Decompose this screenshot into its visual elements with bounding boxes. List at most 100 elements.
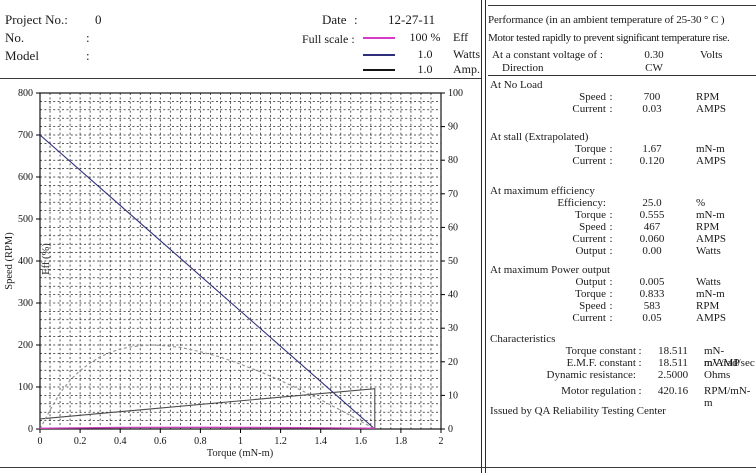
row-value: 0.120 [639, 155, 665, 167]
svg-text:80: 80 [448, 155, 458, 166]
row-colon: : [609, 288, 613, 300]
serial-no-label: No. [5, 30, 25, 45]
row-unit: mN-m [696, 209, 725, 221]
voltage-value: 0.30 [644, 49, 664, 61]
row-label: Speed [579, 300, 606, 312]
direction-label: Direction [502, 62, 544, 74]
table-row: Speed : 467 RPM [488, 221, 756, 233]
svg-text:2: 2 [439, 436, 444, 447]
date-label: Date [322, 12, 347, 27]
row-colon: : [609, 143, 613, 155]
row-label: E.M.F. constant [566, 357, 636, 369]
svg-text:90: 90 [448, 122, 458, 133]
row-colon: : [609, 155, 613, 167]
row-label: Current [572, 155, 606, 167]
svg-text:70: 70 [448, 189, 458, 200]
row-value: 2.5000 [657, 369, 689, 381]
svg-text:100: 100 [18, 382, 33, 393]
table-row: Torque : 1.67 mN-m [488, 143, 756, 155]
svg-text:700: 700 [18, 130, 33, 141]
row-label: Output [575, 245, 606, 257]
legend-watts-unit: Watts [453, 47, 481, 61]
row-colon: : [638, 385, 642, 397]
y-axis-label: Speed (RPM) [4, 232, 15, 290]
voltage-row: At a constant voltage of : 0.30 Volts [488, 49, 756, 62]
row-label: Speed [579, 91, 606, 103]
row-unit: mV/rad/sec [704, 357, 755, 369]
table-row: Current : 0.120 AMPS [488, 155, 756, 167]
table-row: Output : 0.005 Watts [488, 276, 756, 288]
section-heading-no-load: At No Load [490, 79, 543, 91]
row-value: 583 [643, 300, 661, 312]
table-row: Dynamic resistance: 2.5000 Ohms [488, 369, 756, 381]
svg-text:800: 800 [18, 88, 33, 99]
row-unit: AMPS [696, 312, 726, 324]
row-colon [606, 197, 616, 209]
row-value: 420.16 [657, 385, 689, 397]
row-value: 0.00 [642, 245, 662, 257]
watts-line-swatch [363, 53, 395, 56]
row-unit: RPM/mN-m [704, 385, 751, 409]
row-label: Torque [575, 288, 606, 300]
section-heading-max-power: At maximum Power output [490, 264, 611, 276]
row-label: Motor regulation [561, 385, 636, 397]
table-row: Efficiency: 25.0 % [488, 197, 756, 209]
row-value: 0.005 [639, 276, 665, 288]
svg-text:0.4: 0.4 [114, 436, 127, 447]
row-label: Efficiency: [557, 197, 606, 209]
row-colon: : [609, 233, 613, 245]
row-unit: Ohms [704, 369, 731, 381]
row-label: Current [572, 233, 606, 245]
page-bottom-border [0, 467, 756, 468]
row-unit: AMPS [696, 103, 726, 115]
eff-axis-label: Eff (%) [41, 243, 52, 275]
header-separator [0, 78, 481, 79]
svg-text:1: 1 [238, 436, 243, 447]
svg-text:10: 10 [448, 390, 458, 401]
row-value: 0.555 [639, 209, 665, 221]
svg-text:400: 400 [18, 256, 33, 267]
row-colon: : [609, 91, 613, 103]
row-colon: : [609, 221, 613, 233]
eff-line-swatch [363, 36, 395, 39]
section-heading-max-efficiency: At maximum efficiency [490, 185, 595, 197]
voltage-unit: Volts [700, 49, 723, 61]
row-label: Torque [575, 143, 606, 155]
right-panel-top-border [488, 5, 756, 6]
svg-text:1.2: 1.2 [274, 436, 287, 447]
svg-text:40: 40 [448, 290, 458, 301]
svg-text:200: 200 [18, 340, 33, 351]
svg-text:0: 0 [38, 436, 43, 447]
row-label: Dynamic resistance: [546, 369, 637, 381]
table-row: Motor regulation : 420.16 RPM/mN-m [488, 385, 756, 409]
row-unit: Watts [696, 276, 721, 288]
model-colon: : [86, 48, 90, 63]
series-power [39, 426, 375, 429]
row-value: 18.511 [658, 357, 688, 369]
table-row: Speed : 700 RPM [488, 91, 756, 103]
table-row: Torque constant : 18.511 mN-m/AMP [488, 345, 756, 369]
section-heading-characteristics: Characteristics [490, 333, 556, 345]
row-unit: AMPS [696, 155, 726, 167]
row-colon: : [609, 209, 613, 221]
series-current [39, 388, 376, 429]
voltage-label: At a constant voltage of : [492, 49, 603, 61]
model-label: Model [5, 48, 39, 63]
direction-value: CW [645, 62, 663, 74]
row-value: 700 [643, 91, 661, 103]
row-colon: : [638, 357, 642, 369]
row-value: 18.511 [658, 345, 688, 357]
row-value: 25.0 [642, 197, 662, 209]
svg-text:1.8: 1.8 [395, 436, 408, 447]
date-colon: : [354, 12, 358, 27]
row-colon: : [609, 312, 613, 324]
row-value: 0.05 [642, 312, 662, 324]
row-label: Current [572, 312, 606, 324]
x-axis-label: Torque (mN-m) [207, 448, 274, 459]
row-label: Current [572, 103, 606, 115]
row-value: 1.67 [642, 143, 662, 155]
legend-amp-value: 1.0 [417, 62, 433, 76]
table-row: Current : 0.05 AMPS [488, 312, 756, 324]
chart-grid [40, 93, 441, 429]
section-heading-stall: At stall (Extrapolated) [490, 131, 589, 143]
